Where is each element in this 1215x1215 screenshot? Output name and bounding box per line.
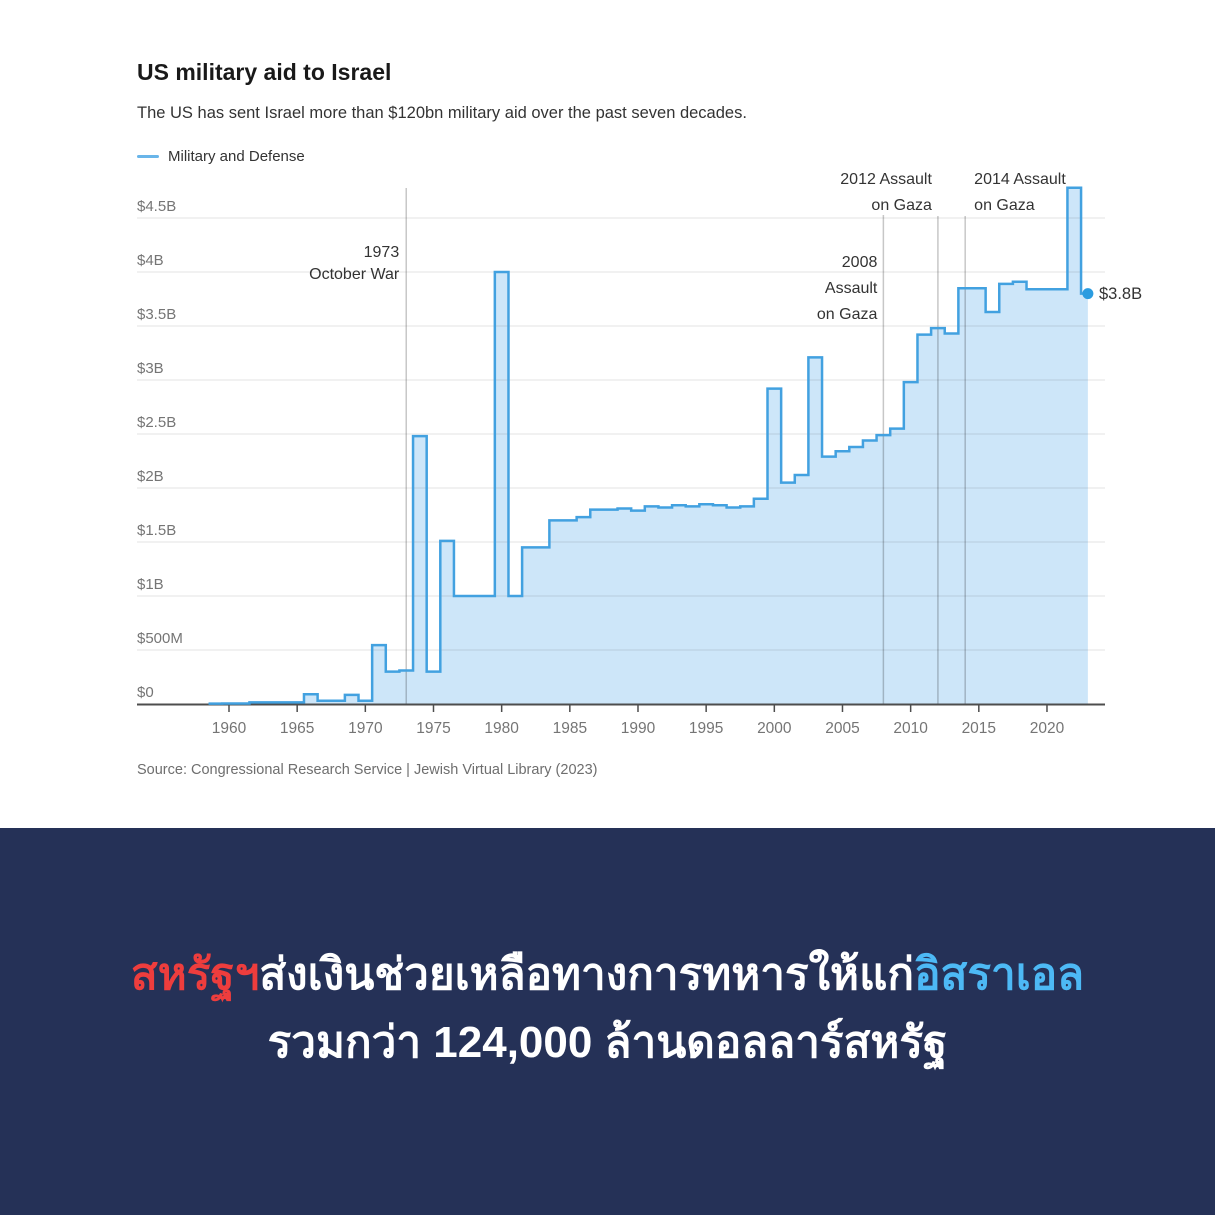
y-axis-label: $4B (137, 252, 164, 269)
x-axis-label: 1975 (416, 720, 450, 737)
annotation-label-2014: 2014 Assault (974, 171, 1066, 188)
x-axis-label: 1980 (484, 720, 519, 737)
x-axis-label: 2000 (757, 720, 792, 737)
annotation-label-1973: October War (309, 266, 400, 283)
x-axis-label: 2015 (962, 720, 996, 737)
x-axis-label: 2005 (825, 720, 859, 737)
y-axis-label: $500M (137, 630, 183, 647)
annotation-label-1973: 1973 (364, 244, 400, 261)
caption-line-2: รวมกว่า 124,000 ล้านดอลลาร์สหรัฐ (267, 1018, 948, 1067)
caption-israel: อิสราเอล (914, 950, 1085, 999)
x-axis-label: 1985 (553, 720, 587, 737)
legend-dash-icon (137, 154, 159, 159)
caption-banner: สหรัฐฯส่งเงินช่วยเหลือทางการทหารให้แก่อิ… (0, 828, 1215, 1215)
series-line (208, 186, 1088, 705)
area-fill (208, 187, 1088, 704)
x-axis-label: 2010 (893, 720, 928, 737)
y-axis-label: $2.5B (137, 414, 176, 431)
y-axis-label: $3B (137, 360, 164, 377)
caption-text: สหรัฐฯส่งเงินช่วยเหลือทางการทหารให้แก่อิ… (0, 946, 1215, 1072)
caption-usa: สหรัฐฯ (130, 950, 260, 999)
caption-middle: ส่งเงินช่วยเหลือทางการทหารให้แก่ (259, 950, 915, 999)
y-axis-label: $4.5B (137, 198, 176, 215)
x-axis-label: 1970 (348, 720, 383, 737)
x-axis-label: 1990 (621, 720, 656, 737)
legend: Military and Defense (137, 148, 305, 165)
y-axis-label: $1B (137, 576, 164, 593)
annotation-label-2012: on Gaza (871, 197, 932, 214)
annotation-label-2014: on Gaza (974, 197, 1035, 214)
aid-step-area-chart: $0 $500M $1B $1.5B $2B $2.5B $3B $3.5B $4B $4.5B 1… (137, 171, 1142, 737)
annotation-label-2008: 2008 (842, 254, 878, 271)
y-axis-label: $0 (137, 684, 154, 701)
chart-subtitle: The US has sent Israel more than $120bn … (137, 104, 747, 122)
end-dot (1082, 288, 1094, 300)
legend-label: Military and Defense (168, 148, 305, 165)
annotation-label-2008: Assault (825, 280, 878, 297)
annotation-label-2008: on Gaza (817, 306, 878, 323)
y-axis-label: $3.5B (137, 306, 176, 323)
x-axis-label: 1960 (212, 720, 247, 737)
y-axis-label: $2B (137, 468, 164, 485)
chart-card: US military aid to Israel The US has sen… (137, 59, 1143, 778)
chart-source: Source: Congressional Research Service |… (137, 762, 598, 778)
x-axis-label: 1995 (689, 720, 723, 737)
annotation-label-2012: 2012 Assault (840, 171, 932, 188)
x-axis-label: 2020 (1030, 720, 1065, 737)
chart-title: US military aid to Israel (137, 59, 392, 85)
y-axis-label: $1.5B (137, 522, 176, 539)
end-value-label: $3.8B (1099, 285, 1142, 303)
x-axis-label: 1965 (280, 720, 314, 737)
caption-line-1: สหรัฐฯส่งเงินช่วยเหลือทางการทหารให้แก่อิ… (0, 946, 1215, 1004)
